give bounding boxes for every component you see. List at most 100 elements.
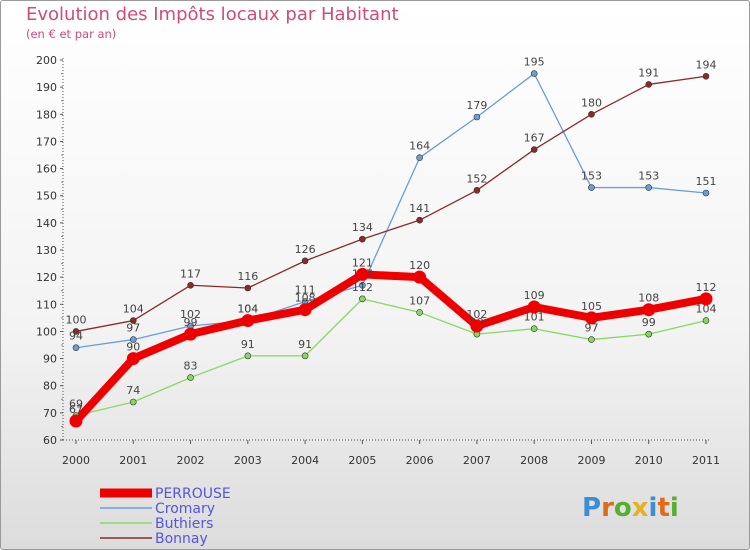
data-point-cromary bbox=[530, 70, 538, 77]
data-point-perrouse bbox=[470, 319, 484, 333]
x-tick-label: 2007 bbox=[463, 454, 491, 467]
data-label-bonnay: 126 bbox=[295, 243, 316, 256]
data-label-buthiers: 107 bbox=[409, 294, 430, 307]
data-point-cromary bbox=[129, 336, 137, 343]
y-tick-label: 80 bbox=[43, 380, 57, 393]
data-point-buthiers bbox=[359, 295, 366, 303]
data-label-bonnay: 134 bbox=[352, 221, 373, 234]
data-point-bonnay bbox=[702, 72, 710, 80]
x-tick-label: 2009 bbox=[577, 454, 605, 467]
legend-label-buthiers: Buthiers bbox=[155, 516, 213, 532]
data-point-bonnay bbox=[244, 284, 252, 292]
logo-letter: o bbox=[614, 493, 632, 523]
data-point-perrouse bbox=[642, 303, 656, 317]
legend-label-bonnay: Bonnay bbox=[155, 531, 208, 547]
data-point-perrouse bbox=[241, 314, 255, 328]
data-point-cromary bbox=[359, 281, 366, 289]
data-label-cromary: 195 bbox=[524, 56, 545, 69]
data-label-cromary: 151 bbox=[696, 175, 717, 188]
data-point-perrouse bbox=[184, 327, 198, 341]
y-tick-label: 200 bbox=[36, 54, 57, 67]
data-label-bonnay: 117 bbox=[180, 267, 201, 280]
data-label-cromary: 104 bbox=[237, 303, 258, 316]
legend-label-perrouse: PERROUSE bbox=[155, 486, 231, 502]
y-tick-label: 130 bbox=[36, 244, 57, 257]
data-point-bonnay bbox=[301, 257, 309, 265]
proxiti-logo: Proxiti bbox=[582, 493, 679, 523]
series-line-cromary bbox=[75, 72, 707, 349]
y-tick-label: 140 bbox=[36, 217, 57, 230]
data-point-buthiers bbox=[187, 374, 194, 381]
data-label-cromary: 97 bbox=[126, 322, 140, 335]
data-label-bonnay: 152 bbox=[466, 172, 487, 185]
series-line-buthiers bbox=[75, 298, 707, 417]
data-label-buthiers: 99 bbox=[642, 316, 656, 329]
data-label-cromary: 94 bbox=[69, 330, 83, 343]
logo-letter: i bbox=[670, 493, 679, 523]
data-point-perrouse bbox=[527, 300, 541, 314]
data-label-perrouse: 90 bbox=[126, 341, 140, 354]
data-point-perrouse bbox=[298, 303, 312, 317]
data-point-cromary bbox=[645, 184, 653, 191]
data-point-buthiers bbox=[244, 352, 252, 360]
logo-letter: r bbox=[601, 493, 614, 523]
data-label-cromary: 102 bbox=[180, 308, 201, 321]
data-label-perrouse: 102 bbox=[466, 308, 487, 321]
series-line-perrouse bbox=[72, 270, 710, 425]
data-point-cromary bbox=[588, 184, 595, 191]
data-label-bonnay: 180 bbox=[581, 96, 602, 109]
logo-letter: t bbox=[657, 493, 669, 523]
data-label-buthiers: 104 bbox=[696, 303, 717, 316]
series-line-bonnay bbox=[75, 75, 707, 333]
data-label-cromary: 111 bbox=[295, 284, 316, 297]
data-label-bonnay: 167 bbox=[524, 132, 545, 145]
data-point-bonnay bbox=[588, 110, 595, 118]
data-point-buthiers bbox=[702, 317, 710, 324]
legend-label-cromary: Cromary bbox=[155, 501, 215, 517]
x-tick-label: 2005 bbox=[348, 454, 376, 467]
x-tick-label: 2006 bbox=[406, 454, 434, 467]
data-label-perrouse: 99 bbox=[184, 316, 198, 329]
y-tick-label: 190 bbox=[36, 81, 57, 94]
data-point-bonnay bbox=[129, 317, 137, 324]
x-tick-label: 2001 bbox=[119, 454, 147, 467]
data-point-buthiers bbox=[416, 309, 423, 316]
data-point-cromary bbox=[702, 189, 710, 197]
data-point-perrouse bbox=[584, 311, 598, 325]
y-tick-label: 160 bbox=[36, 163, 57, 176]
y-tick-label: 180 bbox=[36, 108, 57, 121]
data-point-bonnay bbox=[72, 328, 80, 335]
data-label-perrouse: 108 bbox=[638, 292, 659, 305]
data-label-bonnay: 194 bbox=[696, 58, 717, 71]
x-tick-label: 2004 bbox=[291, 454, 319, 467]
data-point-bonnay bbox=[473, 186, 481, 194]
data-point-bonnay bbox=[187, 281, 194, 289]
data-point-buthiers bbox=[588, 336, 595, 343]
data-label-perrouse: 105 bbox=[581, 300, 602, 313]
data-point-perrouse bbox=[69, 414, 83, 428]
x-tick-label: 2000 bbox=[62, 454, 90, 467]
data-label-bonnay: 141 bbox=[409, 202, 430, 215]
data-label-bonnay: 104 bbox=[123, 303, 144, 316]
data-label-bonnay: 116 bbox=[237, 270, 258, 283]
logo-letter: P bbox=[582, 493, 601, 523]
x-tick-label: 2010 bbox=[635, 454, 663, 467]
y-tick-label: 90 bbox=[43, 353, 57, 366]
data-label-perrouse: 121 bbox=[352, 256, 373, 269]
logo-letter: i bbox=[649, 493, 658, 523]
data-point-cromary bbox=[72, 344, 80, 352]
data-point-buthiers bbox=[530, 325, 538, 333]
data-label-cromary: 153 bbox=[581, 170, 602, 183]
data-label-buthiers: 91 bbox=[298, 338, 312, 351]
data-label-perrouse: 108 bbox=[295, 292, 316, 305]
data-label-buthiers: 112 bbox=[352, 281, 373, 294]
data-label-buthiers: 101 bbox=[524, 311, 545, 324]
data-label-perrouse: 112 bbox=[696, 281, 717, 294]
data-label-buthiers: 83 bbox=[184, 360, 198, 373]
x-tick-label: 2003 bbox=[234, 454, 262, 467]
data-point-perrouse bbox=[126, 352, 140, 366]
data-point-bonnay bbox=[530, 146, 538, 153]
data-label-buthiers: 97 bbox=[584, 322, 598, 335]
y-tick-label: 170 bbox=[36, 135, 57, 148]
